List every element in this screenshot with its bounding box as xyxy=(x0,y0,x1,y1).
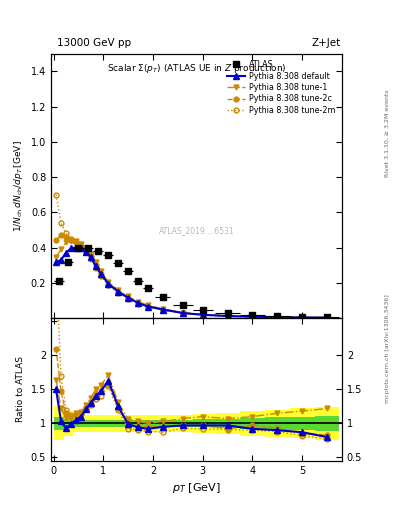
Text: 13000 GeV pp: 13000 GeV pp xyxy=(57,37,131,48)
Y-axis label: $1/N_\mathrm{ch}\,dN_\mathrm{ch}/dp_T\,[\mathrm{GeV}]$: $1/N_\mathrm{ch}\,dN_\mathrm{ch}/dp_T\,[… xyxy=(12,140,25,232)
Y-axis label: Ratio to ATLAS: Ratio to ATLAS xyxy=(16,356,25,422)
Text: mcplots.cern.ch [arXiv:1306.3436]: mcplots.cern.ch [arXiv:1306.3436] xyxy=(385,294,390,402)
Text: ATLAS_2019....6531: ATLAS_2019....6531 xyxy=(159,226,234,236)
Text: Scalar $\Sigma(p_T)$ (ATLAS UE in $Z$ production): Scalar $\Sigma(p_T)$ (ATLAS UE in $Z$ pr… xyxy=(107,61,286,75)
Legend: ATLAS, Pythia 8.308 default, Pythia 8.308 tune-1, Pythia 8.308 tune-2c, Pythia 8: ATLAS, Pythia 8.308 default, Pythia 8.30… xyxy=(225,58,338,117)
Text: Rivet 3.1.10, ≥ 3.2M events: Rivet 3.1.10, ≥ 3.2M events xyxy=(385,89,390,177)
Text: Z+Jet: Z+Jet xyxy=(312,37,341,48)
X-axis label: $p_T$ [GeV]: $p_T$ [GeV] xyxy=(172,481,221,495)
